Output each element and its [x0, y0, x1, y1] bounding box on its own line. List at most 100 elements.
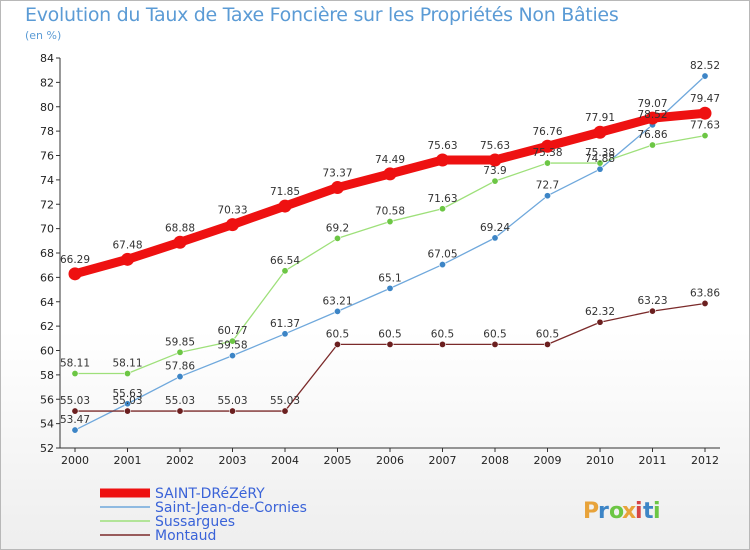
- data-point: [491, 177, 499, 185]
- data-point: [229, 337, 237, 345]
- data-point: [436, 153, 449, 167]
- data-label: 72.7: [536, 180, 559, 192]
- y-tick-label: 62: [40, 320, 54, 333]
- chart-unit-label: (en %): [25, 29, 62, 42]
- data-point: [488, 153, 502, 167]
- data-point: [593, 125, 607, 139]
- data-point: [331, 181, 344, 195]
- data-point: [596, 318, 604, 326]
- chart-title: Evolution du Taux de Taxe Foncière sur l…: [25, 4, 619, 26]
- data-label: 60.5: [378, 328, 401, 340]
- data-point: [333, 340, 341, 348]
- x-tick-label: 2008: [481, 454, 509, 467]
- legend-label: Saint-Jean-de-Cornies: [155, 500, 307, 516]
- y-tick-label: 80: [40, 101, 54, 114]
- data-point: [278, 199, 292, 213]
- data-label: 71.63: [427, 193, 457, 205]
- data-point: [121, 252, 134, 266]
- legend: SAINT-DRéZéRYSaint-Jean-de-CorniesSussar…: [100, 486, 307, 544]
- x-tick-label: 2012: [691, 454, 719, 467]
- data-label: 73.37: [322, 168, 352, 180]
- data-point: [386, 218, 394, 226]
- data-point: [281, 407, 289, 415]
- data-point: [229, 407, 237, 415]
- data-label: 76.76: [532, 126, 562, 138]
- data-label: 55.03: [112, 395, 142, 407]
- data-label: 59.85: [165, 336, 195, 348]
- data-point: [698, 106, 712, 120]
- x-tick-label: 2005: [324, 454, 352, 467]
- data-label: 76.86: [637, 129, 667, 141]
- data-point: [173, 235, 187, 249]
- y-tick-label: 74: [40, 174, 54, 187]
- series-layer: [68, 72, 712, 434]
- data-label: 55.03: [165, 395, 195, 407]
- data-label: 70.33: [217, 205, 247, 217]
- data-label: 66.54: [270, 255, 300, 267]
- data-label: 75.63: [427, 140, 457, 152]
- data-point: [226, 218, 239, 232]
- data-label: 59.58: [217, 340, 247, 352]
- x-tick-label: 2010: [586, 454, 614, 467]
- x-tick-label: 2007: [429, 454, 457, 467]
- data-point: [491, 340, 499, 348]
- data-label: 79.47: [690, 93, 720, 105]
- data-point: [383, 167, 397, 181]
- legend-label: Sussargues: [155, 514, 235, 530]
- data-point: [68, 267, 82, 281]
- data-label: 67.48: [112, 239, 142, 251]
- data-label: 75.63: [480, 140, 510, 152]
- data-label: 69.2: [326, 222, 349, 234]
- data-point: [229, 352, 237, 360]
- data-label: 66.29: [60, 254, 90, 266]
- y-tick-label: 78: [40, 125, 54, 138]
- data-label: 53.47: [60, 414, 90, 426]
- y-tick-label: 84: [40, 52, 54, 65]
- data-label: 78.52: [637, 109, 667, 121]
- data-label: 71.85: [270, 186, 300, 198]
- data-label: 67.05: [427, 249, 457, 261]
- data-label: 75.38: [532, 147, 562, 159]
- data-point: [596, 165, 604, 173]
- data-label: 60.5: [483, 328, 506, 340]
- data-label: 63.86: [690, 287, 720, 299]
- proxiti-logo: Pr oxi t i: [583, 499, 661, 524]
- data-point: [701, 72, 709, 80]
- data-point: [124, 400, 132, 408]
- data-point: [438, 340, 446, 348]
- data-point: [701, 132, 709, 140]
- data-label: 77.91: [585, 112, 615, 124]
- data-label: 68.88: [165, 222, 195, 234]
- data-label: 82.52: [690, 60, 720, 72]
- y-tick-label: 76: [40, 150, 54, 163]
- data-point: [386, 284, 394, 292]
- x-tick-label: 2003: [219, 454, 247, 467]
- data-label: 55.03: [60, 395, 90, 407]
- data-label: 58.11: [112, 358, 142, 370]
- data-point: [71, 407, 79, 415]
- x-tick-label: 2006: [376, 454, 404, 467]
- y-tick-label: 52: [40, 442, 54, 455]
- data-label: 62.32: [585, 306, 615, 318]
- axes: 52 54 56 58 60 62 64 66 68 70 72 74 76 78 80 82 84 2000 20…: [40, 52, 720, 467]
- data-label: 63.23: [637, 295, 667, 307]
- data-label: 75.38: [585, 147, 615, 159]
- logo-letter: P: [583, 499, 599, 524]
- data-point: [386, 340, 394, 348]
- data-point: [491, 234, 499, 242]
- data-label: 79.07: [637, 98, 667, 110]
- data-label: 61.37: [270, 318, 300, 330]
- data-point: [176, 373, 184, 381]
- data-point: [648, 307, 656, 315]
- data-point: [281, 330, 289, 338]
- data-point: [701, 299, 709, 307]
- x-tick-label: 2011: [639, 454, 667, 467]
- data-point: [596, 159, 604, 167]
- data-labels-layer: 66.29 67.48 68.88 70.33 71.85 73.37 74.49 75.63…: [60, 60, 720, 426]
- y-tick-label: 58: [40, 369, 54, 382]
- x-tick-label: 2004: [271, 454, 299, 467]
- x-tick-label: 2002: [166, 454, 194, 467]
- y-tick-label: 68: [40, 247, 54, 260]
